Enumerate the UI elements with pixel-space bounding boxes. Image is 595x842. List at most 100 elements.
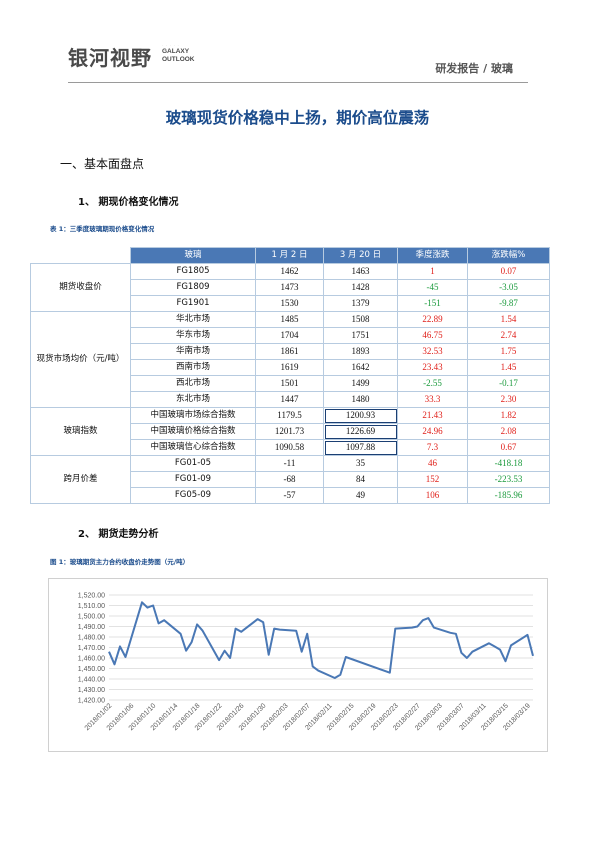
y-tick-label: 1,470.00: [78, 645, 105, 652]
group-label: 跨月价差: [30, 455, 131, 504]
y-tick-label: 1,440.00: [78, 677, 105, 684]
change-percent: 0.07: [467, 263, 550, 280]
change-percent: 2.08: [467, 423, 550, 440]
y-tick-label: 1,430.00: [78, 687, 105, 694]
value-mar20: 35: [323, 455, 398, 472]
change-percent: 2.74: [467, 327, 550, 344]
value-jan2: 1530: [255, 295, 324, 312]
quarter-change: -45: [397, 279, 468, 296]
quarter-change: 152: [397, 471, 468, 488]
change-percent: 1.75: [467, 343, 550, 360]
y-tick-label: 1,500.00: [78, 614, 105, 621]
value-mar20: 1428: [323, 279, 398, 296]
table-row: 玻璃指数 中国玻璃市场综合指数 1179.5 1200.93 21.43 1.82: [30, 407, 550, 456]
change-percent: -418.18: [467, 455, 550, 472]
change-percent: -223.53: [467, 471, 550, 488]
change-percent: -0.17: [467, 375, 550, 392]
quarter-change: 22.89: [397, 311, 468, 328]
quarter-change: 1: [397, 263, 468, 280]
value-mar20: 1379: [323, 295, 398, 312]
value-mar20: 1097.88: [323, 439, 398, 456]
header-cell: 玻璃: [130, 247, 256, 264]
row-name: FG1805: [130, 263, 256, 280]
series-line: [108, 601, 534, 679]
value-mar20: 1508: [323, 311, 398, 328]
value-jan2: 1704: [255, 327, 324, 344]
logo-english-line2: OUTLOOK: [162, 56, 195, 63]
table-row: 中国玻璃价格综合指数 1201.73 1226.69 24.96 2.08: [31, 423, 550, 440]
value-jan2: 1501: [255, 375, 324, 392]
y-tick-label: 1,490.00: [78, 624, 105, 631]
y-tick-label: 1,520.00: [78, 593, 105, 600]
value-jan2: 1090.58: [255, 439, 324, 456]
value-jan2: -57: [255, 487, 324, 504]
quarter-change: -151: [397, 295, 468, 312]
quarter-change: 33.3: [397, 391, 468, 408]
value-mar20: 1200.93: [323, 407, 398, 424]
quarter-change: 46: [397, 455, 468, 472]
change-percent: 0.67: [467, 439, 550, 456]
row-name: 华北市场: [130, 311, 256, 328]
quarter-change: 32.53: [397, 343, 468, 360]
table-caption: 表 1：三季度玻璃期现价格变化情况: [50, 225, 155, 233]
change-percent: 1.82: [467, 407, 550, 424]
y-tick-label: 1,450.00: [78, 666, 105, 673]
value-mar20: 49: [323, 487, 398, 504]
value-mar20: 1226.69: [323, 423, 398, 440]
table-row: FG01-09 -68 84 152 -223.53: [31, 471, 550, 488]
y-tick-label: 1,420.00: [78, 698, 105, 705]
line-chart: 1,420.00 1,430.00 1,440.00 1,450.00 1,460.00…: [78, 593, 534, 732]
quarter-change: 46.75: [397, 327, 468, 344]
change-percent: 1.45: [467, 359, 550, 376]
value-mar20: 1480: [323, 391, 398, 408]
value-jan2: -68: [255, 471, 324, 488]
value-jan2: -11: [255, 455, 324, 472]
row-name: 华南市场: [130, 343, 256, 360]
quarter-change: 23.43: [397, 359, 468, 376]
subsection-heading-futures: 2、 期货走势分析: [78, 529, 159, 540]
logo-text: 银河视野: [68, 46, 152, 70]
table-row: 期货收盘价 FG1805 1462 1463 1 0.07: [30, 263, 550, 312]
value-mar20: 1751: [323, 327, 398, 344]
table-row: 西南市场 1619 1642 23.43 1.45: [31, 359, 550, 376]
page-title: 玻璃现货价格稳中上扬，期价高位震荡: [165, 109, 430, 127]
header-divider: [68, 82, 528, 83]
value-jan2: 1447: [255, 391, 324, 408]
row-name: 华东市场: [130, 327, 256, 344]
row-name: FG01-05: [130, 455, 256, 472]
quarter-change: 106: [397, 487, 468, 504]
value-jan2: 1619: [255, 359, 324, 376]
breadcrumb: 研发报告 / 玻璃: [435, 62, 513, 75]
row-name: 西北市场: [130, 375, 256, 392]
table-row: FG1809 1473 1428 -45 -3.05: [31, 279, 550, 296]
row-name: FG1901: [130, 295, 256, 312]
y-tick-label: 1,480.00: [78, 635, 105, 642]
change-percent: -3.05: [467, 279, 550, 296]
row-name: 东北市场: [130, 391, 256, 408]
row-name: FG1809: [130, 279, 256, 296]
logo-english: GALAXY OUTLOOK: [162, 48, 195, 64]
header-cell: 涨跌幅%: [467, 247, 550, 264]
chart-caption: 图 1：玻璃期货主力合约收盘价走势图（元/吨）: [50, 558, 190, 566]
logo-english-line1: GALAXY: [162, 48, 190, 55]
header-cell-blank: [30, 247, 131, 264]
value-jan2: 1179.5: [255, 407, 324, 424]
change-percent: -9.87: [467, 295, 550, 312]
change-percent: -185.96: [467, 487, 550, 504]
value-jan2: 1485: [255, 311, 324, 328]
table-row: 东北市场 1447 1480 33.3 2.30: [31, 391, 550, 408]
quarter-change: -2.55: [397, 375, 468, 392]
row-name: 中国玻璃市场综合指数: [130, 407, 256, 424]
value-jan2: 1462: [255, 263, 324, 280]
table-row: 华南市场 1861 1893 32.53 1.75: [31, 343, 550, 360]
quarter-change: 7.3: [397, 439, 468, 456]
section-heading: 一、基本面盘点: [60, 157, 145, 171]
row-name: FG05-09: [130, 487, 256, 504]
quarter-change: 21.43: [397, 407, 468, 424]
row-name: 中国玻璃信心综合指数: [130, 439, 256, 456]
value-mar20: 1642: [323, 359, 398, 376]
logo-dots: · · · · ·: [162, 43, 180, 47]
value-mar20: 1463: [323, 263, 398, 280]
